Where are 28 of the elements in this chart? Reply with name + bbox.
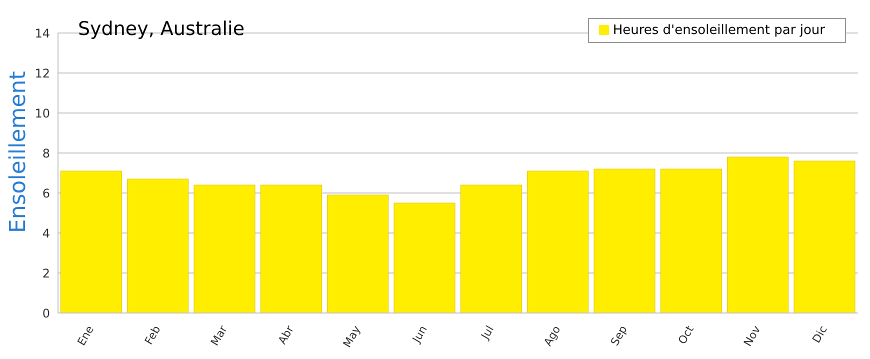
y-tick-label: 14 [34,26,50,40]
y-tick-label: 4 [42,226,50,240]
chart-title: Sydney, Australie [78,18,245,40]
x-tick-label: Feb [142,323,164,347]
x-tick-label: Oct [676,322,697,346]
bar [794,160,856,313]
y-tick-label: 12 [34,66,50,80]
bar [60,170,122,313]
bar [527,170,589,313]
y-tick-label: 6 [42,186,50,200]
y-tick-label: 0 [42,306,50,320]
y-tick-label: 2 [42,266,50,280]
bar [327,194,389,313]
y-tick-label: 8 [42,146,50,160]
bar [394,202,456,313]
bar [660,168,722,313]
bar [127,178,189,313]
bar [194,184,256,313]
x-tick-label: Jun [410,323,430,346]
y-axis-title: Ensoleillement [6,70,31,233]
y-tick-label: 10 [34,106,50,120]
bar [260,184,322,313]
x-tick-label: Dic [810,324,830,346]
bar [594,168,656,313]
legend-label: Heures d'ensoleillement par jour [612,23,825,38]
bar [460,184,522,313]
x-tick-label: Jul [478,324,497,342]
bar [727,156,789,313]
